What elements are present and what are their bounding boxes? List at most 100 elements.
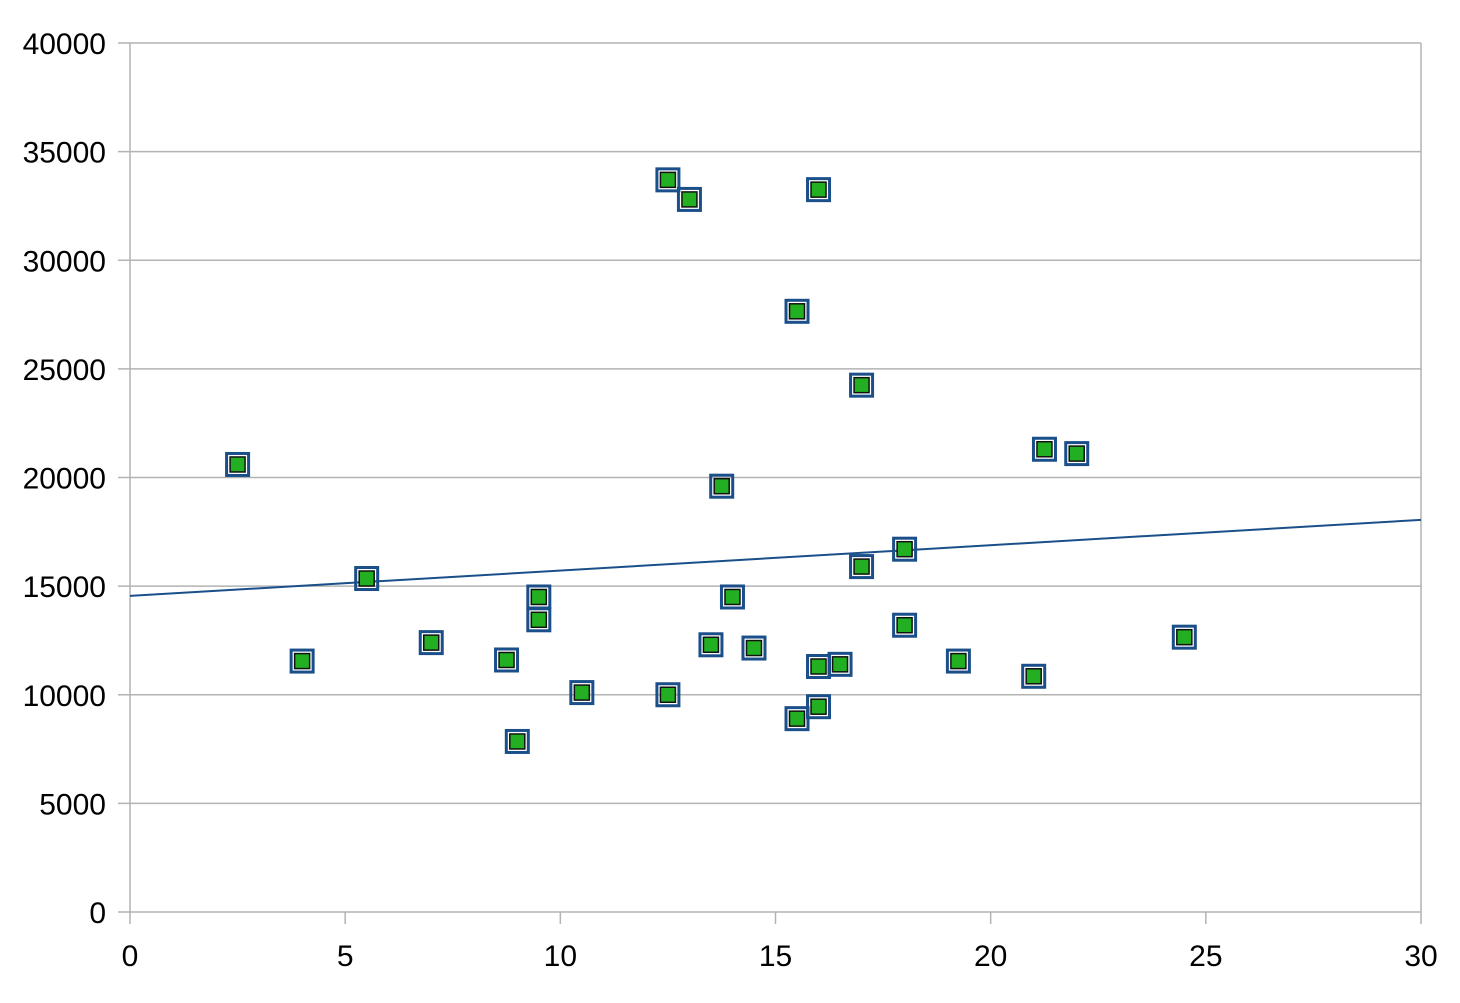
x-axis-tick-labels: 0 5 10 15 20 25 30 (122, 940, 1438, 973)
data-point-marker (896, 616, 913, 634)
data-point-outline (945, 648, 971, 674)
data-point-outline (827, 651, 853, 677)
data-point (1021, 663, 1047, 689)
data-point-marker (713, 477, 730, 495)
y-tick-label: 35000 (23, 137, 106, 170)
y-tick-label: 10000 (23, 680, 106, 713)
data-point (655, 682, 681, 708)
data-point (494, 647, 520, 673)
data-point (354, 566, 380, 592)
data-point (1064, 441, 1090, 467)
data-point-outline (784, 298, 810, 324)
data-point-marker (681, 191, 698, 208)
y-tick-label: 15000 (23, 571, 106, 604)
data-point-outline (504, 728, 530, 754)
data-point-outline (676, 186, 702, 212)
data-point-marker (853, 558, 870, 575)
data-point-outline (806, 177, 832, 203)
data-point-outline (655, 167, 681, 193)
data-point (945, 648, 971, 674)
data-point (289, 648, 315, 674)
data-point-marker (659, 171, 677, 189)
data-point-marker (724, 588, 741, 606)
data-point-outline (849, 372, 875, 398)
data-point-marker (498, 651, 515, 669)
data-point (1171, 624, 1197, 650)
data-point (698, 632, 724, 658)
data-point (1031, 436, 1057, 462)
data-point-outline (526, 607, 552, 633)
data-point-marker (229, 456, 246, 473)
data-point-outline (494, 647, 520, 673)
data-point (709, 473, 735, 499)
data-point (418, 630, 444, 656)
x-tick-label: 5 (337, 940, 354, 973)
data-point (526, 607, 552, 633)
y-tick-label: 25000 (23, 354, 106, 387)
data-point-marker (1176, 628, 1193, 646)
data-point-marker (509, 733, 526, 750)
data-point-marker (1025, 668, 1042, 685)
data-point-outline (569, 680, 595, 706)
x-tick-label: 15 (759, 940, 792, 973)
data-point (806, 694, 832, 720)
data-point-outline (225, 451, 251, 477)
data-point-marker (810, 698, 827, 715)
trendline-group (129, 518, 1422, 597)
data-point-outline (698, 632, 724, 658)
data-point (225, 451, 251, 477)
data-point-outline (741, 635, 767, 661)
x-tick-label: 30 (1404, 940, 1437, 973)
data-point-outline (655, 682, 681, 708)
y-tick-label: 5000 (39, 788, 106, 821)
data-point-marker (896, 540, 913, 558)
data-point (827, 651, 853, 677)
data-point-marker (810, 181, 827, 198)
data-point-marker (1036, 441, 1053, 458)
data-point (892, 612, 918, 638)
data-point (849, 554, 875, 580)
y-tick-label: 0 (89, 897, 106, 930)
data-point-marker (702, 636, 720, 654)
data-point (806, 654, 832, 680)
data-point-marker (530, 588, 548, 606)
data-point-outline (1021, 663, 1047, 689)
y-tick-label: 40000 (23, 28, 106, 61)
data-point-marker (831, 656, 849, 673)
data-point-marker (358, 570, 375, 587)
data-points (225, 167, 1197, 754)
data-point (676, 186, 702, 212)
data-point-outline (1171, 624, 1197, 650)
data-point-outline (892, 536, 918, 562)
data-point-outline (806, 694, 832, 720)
data-point-marker (293, 652, 311, 670)
y-axis-tick-labels: 0 5000 10000 15000 20000 25000 30000 35000 40000 (23, 28, 106, 930)
data-point (569, 680, 595, 706)
axes (118, 42, 1422, 924)
y-tick-label: 20000 (23, 463, 106, 496)
data-point-outline (289, 648, 315, 674)
data-point-marker (950, 652, 967, 670)
x-tick-label: 10 (544, 940, 577, 973)
data-point (719, 584, 745, 610)
data-point-outline (418, 630, 444, 656)
data-point-outline (1064, 441, 1090, 467)
data-point (784, 298, 810, 324)
data-point-marker (573, 684, 591, 701)
data-point (504, 728, 530, 754)
x-tick-label: 0 (122, 940, 139, 973)
x-tick-label: 20 (974, 940, 1007, 973)
data-point-marker (810, 658, 827, 675)
data-point-marker (422, 634, 440, 651)
x-tick-label: 25 (1189, 940, 1222, 973)
data-point-outline (892, 612, 918, 638)
data-point-marker (745, 639, 763, 657)
data-point-marker (853, 376, 870, 394)
data-point-outline (719, 584, 745, 610)
data-point-marker (1068, 445, 1085, 462)
data-point-outline (849, 554, 875, 580)
data-point (526, 584, 552, 610)
data-point (741, 635, 767, 661)
data-point-outline (1031, 436, 1057, 462)
